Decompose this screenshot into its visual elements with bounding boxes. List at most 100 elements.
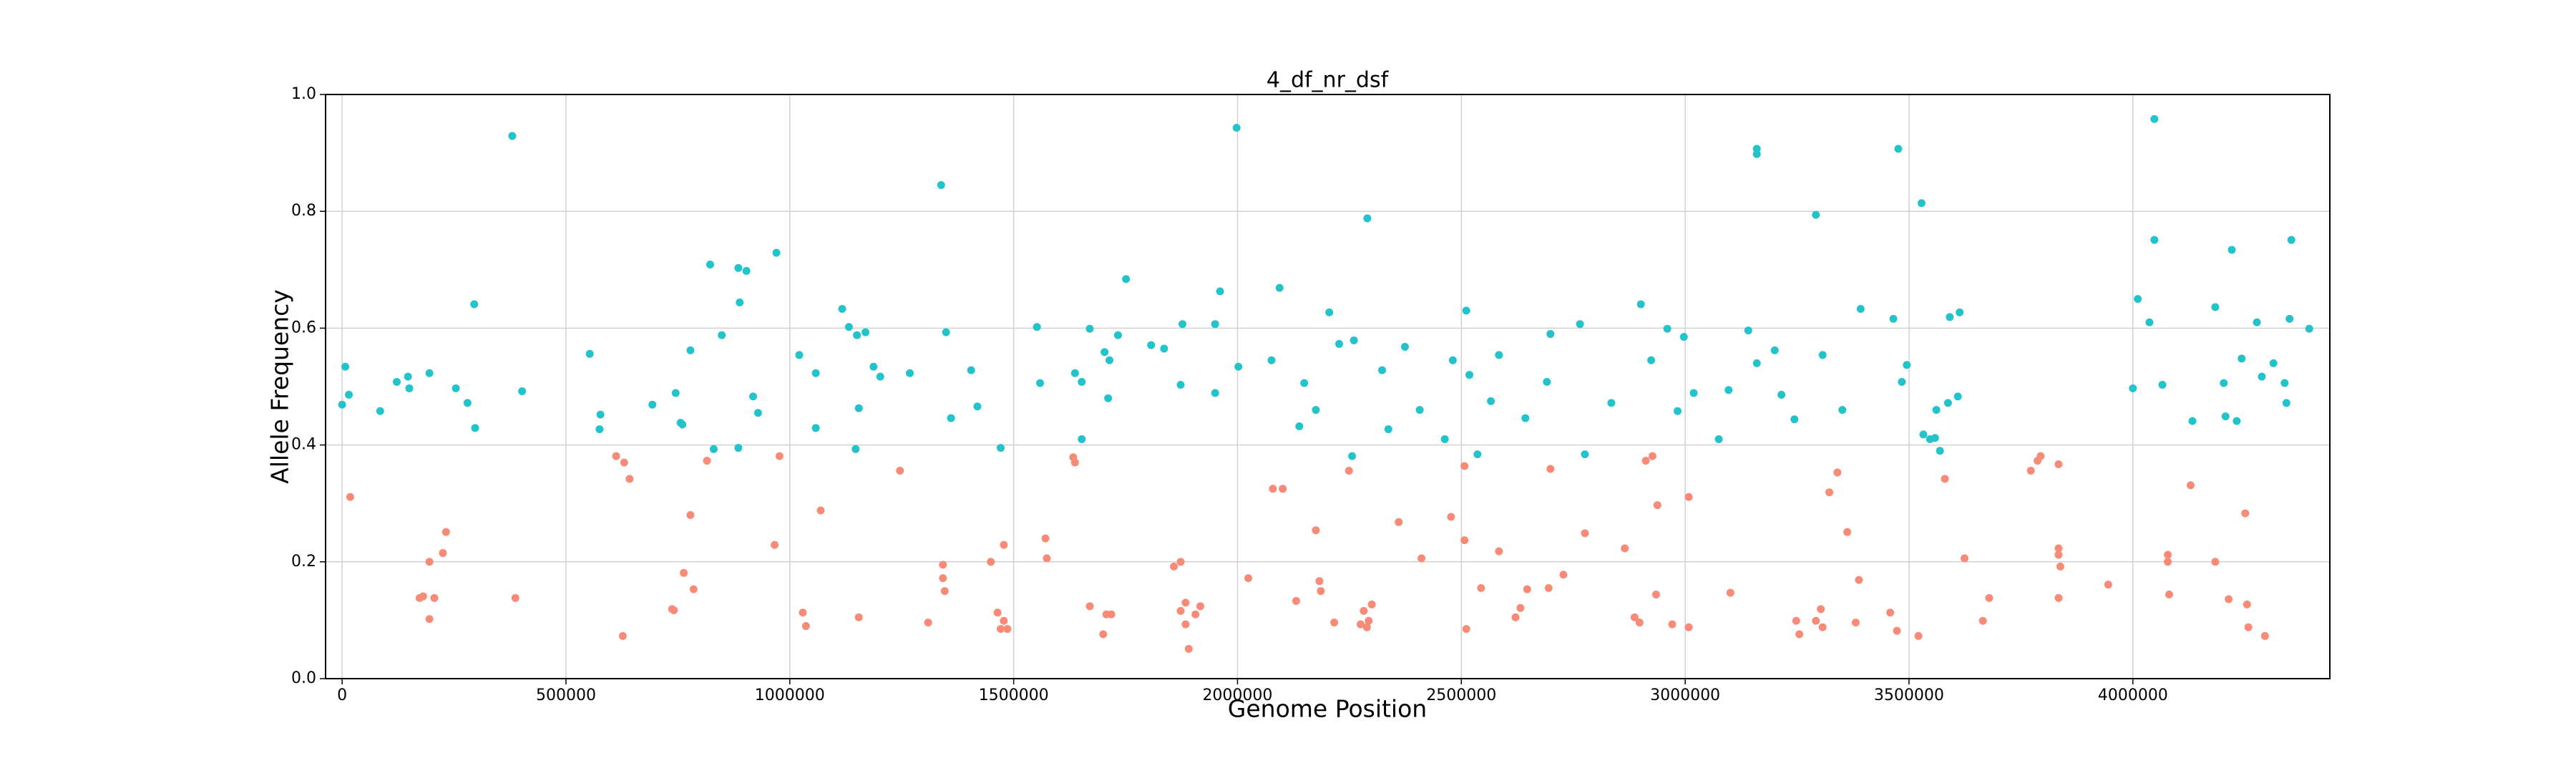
x-tick-label: 2500000 xyxy=(1426,687,1496,704)
data-point xyxy=(1744,326,1752,335)
data-point xyxy=(1317,587,1325,596)
data-point xyxy=(1170,562,1179,571)
data-point xyxy=(471,424,479,432)
data-point xyxy=(1312,406,1320,414)
data-point xyxy=(1684,493,1693,501)
data-point xyxy=(1495,351,1503,359)
data-point xyxy=(811,369,820,377)
data-point xyxy=(1673,407,1682,415)
data-point xyxy=(1960,554,1968,563)
data-point xyxy=(1630,613,1639,621)
data-point xyxy=(1752,359,1761,367)
data-point xyxy=(2221,412,2230,421)
data-point xyxy=(1917,199,1926,208)
data-point xyxy=(1400,343,1409,351)
data-point xyxy=(678,420,687,429)
data-point xyxy=(2287,236,2296,244)
x-axis-label: Genome Position xyxy=(1228,695,1427,723)
data-point xyxy=(862,328,870,336)
x-tick-label: 500000 xyxy=(536,687,596,704)
data-point xyxy=(1817,605,1825,613)
data-point xyxy=(2054,593,2063,602)
data-point xyxy=(1607,399,1616,407)
data-point xyxy=(1367,600,1376,608)
data-point xyxy=(341,362,350,371)
data-point xyxy=(1636,300,1645,309)
data-point xyxy=(1648,452,1657,460)
data-point xyxy=(689,585,698,593)
data-point xyxy=(801,622,810,631)
data-point xyxy=(1679,333,1688,341)
data-point xyxy=(620,458,628,467)
x-tick-label: 2000000 xyxy=(1202,687,1272,704)
data-point xyxy=(1932,406,1941,414)
data-point xyxy=(596,410,605,419)
y-tick-label: 0.4 xyxy=(291,436,316,454)
data-point xyxy=(1232,124,1241,132)
data-point xyxy=(771,540,779,549)
plot-frame xyxy=(325,94,2331,679)
data-point xyxy=(1946,313,1954,321)
data-point xyxy=(425,558,434,566)
data-point xyxy=(1312,526,1320,535)
data-point xyxy=(1160,344,1169,353)
data-point xyxy=(2164,558,2172,566)
data-point xyxy=(1903,361,1911,369)
data-point xyxy=(987,558,995,566)
data-point xyxy=(1985,593,1994,602)
data-point xyxy=(1621,544,1629,553)
data-point xyxy=(1181,620,1190,629)
data-point xyxy=(2164,551,2172,559)
data-point xyxy=(686,511,695,520)
data-point xyxy=(1356,620,1365,629)
data-point xyxy=(924,619,932,627)
data-point xyxy=(1919,430,1928,439)
data-point xyxy=(772,248,781,257)
data-point xyxy=(470,300,479,309)
data-point xyxy=(2056,562,2064,571)
y-tick-label: 0.6 xyxy=(291,319,316,336)
data-point xyxy=(1956,308,1964,316)
data-point xyxy=(939,574,947,583)
data-point xyxy=(742,266,751,275)
data-point xyxy=(404,372,412,381)
x-tick-label: 4000000 xyxy=(2098,687,2168,704)
data-point xyxy=(816,506,825,515)
data-point xyxy=(1292,596,1300,605)
data-point xyxy=(1191,610,1200,619)
data-point xyxy=(854,613,863,621)
data-point xyxy=(1300,379,1309,387)
data-point xyxy=(430,593,439,602)
data-point xyxy=(1886,608,1895,617)
data-point xyxy=(2258,372,2266,381)
data-point xyxy=(1099,630,1108,639)
data-point xyxy=(2054,544,2063,553)
data-point xyxy=(1465,371,1474,379)
data-point xyxy=(703,457,711,465)
data-point xyxy=(1462,306,1470,315)
data-point xyxy=(1581,450,1589,459)
data-point xyxy=(1511,613,1520,621)
data-point xyxy=(1521,414,1530,422)
data-point xyxy=(2305,324,2313,333)
y-tick-label: 0.2 xyxy=(291,553,316,571)
data-point xyxy=(1216,287,1224,296)
data-point xyxy=(463,399,472,407)
data-point xyxy=(1668,620,1677,629)
data-point xyxy=(2243,600,2251,608)
data-point xyxy=(1348,452,1357,460)
data-point xyxy=(2211,303,2220,311)
data-point xyxy=(1516,603,1525,612)
data-point xyxy=(2026,467,2035,475)
data-point xyxy=(2260,631,2269,640)
data-point xyxy=(2158,381,2167,389)
data-point xyxy=(1818,623,1827,631)
data-point xyxy=(508,132,517,140)
y-tick-label: 0.0 xyxy=(291,669,316,687)
data-point xyxy=(1894,145,1903,153)
data-point xyxy=(1843,528,1852,536)
data-point xyxy=(706,260,714,268)
data-point xyxy=(753,409,762,417)
data-point xyxy=(811,424,820,432)
data-point xyxy=(1812,616,1820,625)
